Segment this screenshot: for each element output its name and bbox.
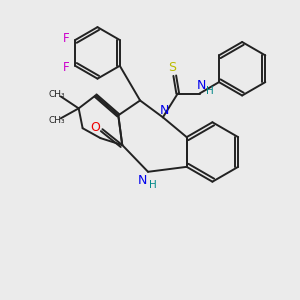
- Text: N: N: [137, 174, 147, 187]
- Text: H: H: [206, 85, 213, 96]
- Text: O: O: [91, 121, 100, 134]
- Text: N: N: [160, 104, 170, 117]
- Text: H: H: [149, 180, 157, 190]
- Text: CH₃: CH₃: [49, 90, 65, 99]
- Text: CH₃: CH₃: [49, 116, 65, 125]
- Text: F: F: [63, 32, 70, 44]
- Text: N: N: [197, 79, 206, 92]
- Text: S: S: [168, 61, 176, 74]
- Text: F: F: [63, 61, 70, 74]
